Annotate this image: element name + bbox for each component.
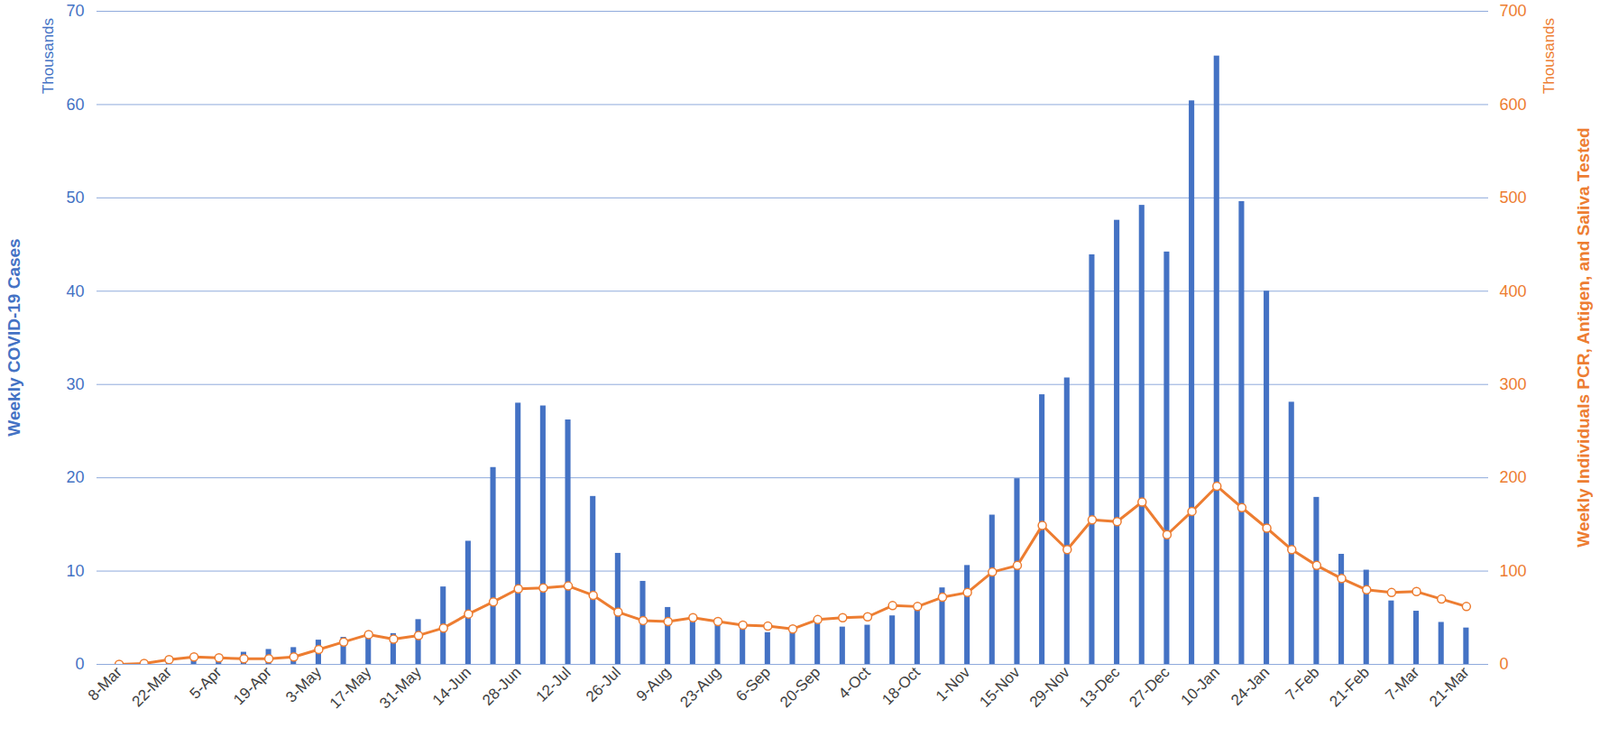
svg-text:300: 300 bbox=[1499, 375, 1527, 394]
svg-text:20-Sep: 20-Sep bbox=[776, 663, 824, 711]
svg-text:18-Oct: 18-Oct bbox=[878, 663, 924, 709]
svg-text:29-Nov: 29-Nov bbox=[1026, 662, 1075, 711]
svg-text:26-Jul: 26-Jul bbox=[582, 663, 625, 706]
svg-text:27-Dec: 27-Dec bbox=[1125, 662, 1174, 711]
svg-text:17-May: 17-May bbox=[326, 662, 376, 712]
svg-text:700: 700 bbox=[1499, 1, 1527, 20]
svg-text:4-Oct: 4-Oct bbox=[835, 663, 874, 703]
svg-text:6-Sep: 6-Sep bbox=[732, 663, 774, 706]
svg-text:8-Mar: 8-Mar bbox=[84, 663, 126, 705]
svg-text:14-Jun: 14-Jun bbox=[429, 663, 475, 709]
svg-text:30: 30 bbox=[65, 375, 84, 394]
svg-text:10: 10 bbox=[65, 561, 84, 580]
svg-text:22-Mar: 22-Mar bbox=[128, 663, 176, 711]
svg-text:400: 400 bbox=[1499, 282, 1527, 301]
svg-text:31-May: 31-May bbox=[376, 662, 425, 712]
svg-text:60: 60 bbox=[65, 95, 84, 114]
svg-text:9-Aug: 9-Aug bbox=[633, 663, 675, 706]
svg-text:3-May: 3-May bbox=[282, 662, 325, 706]
svg-text:7-Mar: 7-Mar bbox=[1381, 663, 1423, 705]
html-text:Thousands: Thousands bbox=[1540, 17, 1558, 94]
html-text:Weekly Individuals PCR, Antige: Weekly Individuals PCR, Antigen, and Sal… bbox=[1573, 127, 1593, 548]
svg-text:19-Apr: 19-Apr bbox=[229, 663, 276, 709]
svg-text:600: 600 bbox=[1499, 95, 1527, 114]
svg-text:28-Jun: 28-Jun bbox=[478, 663, 525, 709]
svg-text:13-Dec: 13-Dec bbox=[1075, 662, 1124, 711]
svg-text:21-Mar: 21-Mar bbox=[1425, 663, 1473, 711]
svg-text:20: 20 bbox=[65, 468, 84, 487]
svg-text:21-Feb: 21-Feb bbox=[1325, 663, 1373, 711]
svg-text:15-Nov: 15-Nov bbox=[975, 662, 1024, 711]
svg-text:70: 70 bbox=[65, 1, 84, 20]
svg-text:24-Jan: 24-Jan bbox=[1227, 663, 1273, 709]
svg-text:50: 50 bbox=[65, 188, 84, 207]
html-text:Weekly COVID-19 Cases: Weekly COVID-19 Cases bbox=[4, 238, 24, 437]
svg-text:500: 500 bbox=[1499, 188, 1527, 207]
svg-text:7-Feb: 7-Feb bbox=[1282, 663, 1324, 705]
svg-text:12-Jul: 12-Jul bbox=[533, 663, 575, 706]
svg-text:40: 40 bbox=[65, 282, 84, 301]
svg-text:5-Apr: 5-Apr bbox=[186, 663, 226, 703]
html-text:Thousands: Thousands bbox=[39, 17, 57, 94]
svg-text:200: 200 bbox=[1499, 468, 1527, 487]
svg-text:1-Nov: 1-Nov bbox=[932, 662, 975, 705]
svg-text:0: 0 bbox=[1499, 654, 1509, 673]
svg-text:23-Aug: 23-Aug bbox=[676, 663, 724, 711]
svg-text:0: 0 bbox=[74, 654, 84, 673]
svg-text:100: 100 bbox=[1499, 561, 1527, 580]
svg-text:10-Jan: 10-Jan bbox=[1177, 663, 1223, 709]
